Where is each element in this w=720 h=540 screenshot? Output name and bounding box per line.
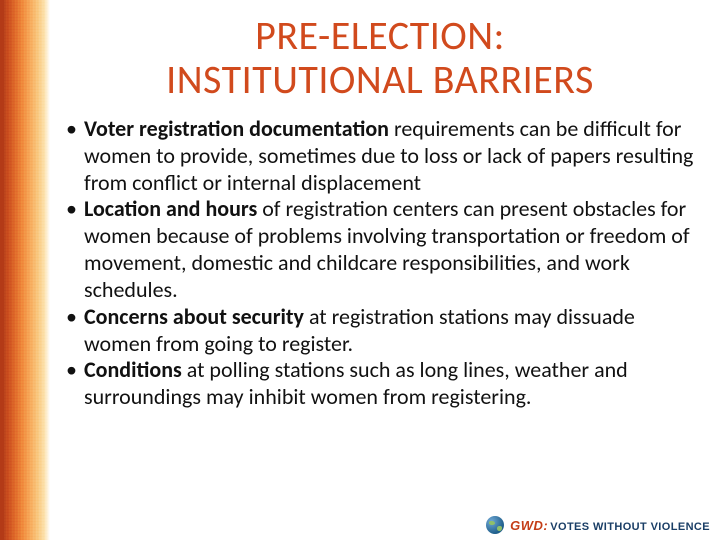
footer-tagline: VOTES WITHOUT VIOLENCE [550, 521, 710, 533]
side-gradient-bar [0, 0, 50, 540]
title-line-1: PRE-ELECTION: [255, 11, 505, 60]
title-line-2: INSTITUTIONAL BARRIERS [166, 55, 594, 104]
bullet-bold: Voter registration documentation [84, 115, 389, 142]
footer-gwd: GWD: [510, 518, 548, 533]
bullet-bold: Location and hours [84, 195, 257, 222]
slide-title: PRE-ELECTION: INSTITUTIONAL BARRIERS [60, 14, 700, 102]
bullet-bold: Concerns about security [84, 303, 304, 330]
globe-icon [486, 516, 504, 534]
accent-line [0, 0, 4, 540]
bullet-item: Concerns about security at registration … [66, 304, 700, 358]
bullet-list: Voter registration documentation require… [60, 116, 700, 411]
bullet-item: Conditions at polling stations such as l… [66, 357, 700, 411]
footer-text: GWD: VOTES WITHOUT VIOLENCE [510, 518, 710, 533]
bullet-item: Location and hours of registration cente… [66, 196, 700, 303]
bullet-item: Voter registration documentation require… [66, 116, 700, 196]
bullet-bold: Conditions [84, 356, 182, 383]
slide-content: PRE-ELECTION: INSTITUTIONAL BARRIERS Vot… [60, 14, 700, 506]
footer-logo: GWD: VOTES WITHOUT VIOLENCE [486, 516, 710, 534]
